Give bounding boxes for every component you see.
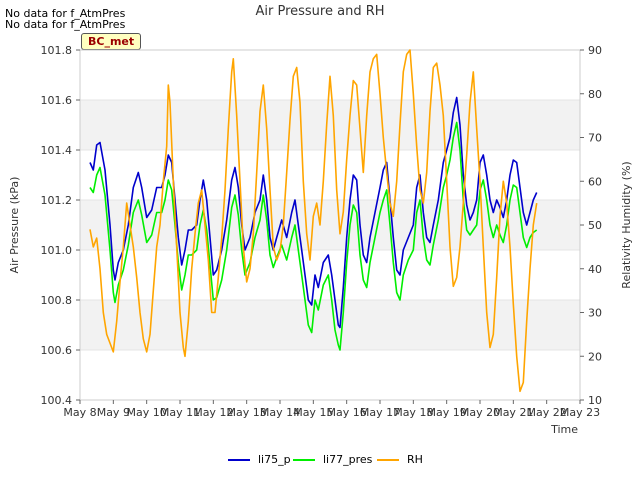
legend: li75_p bbox=[228, 453, 291, 466]
series-line-rh bbox=[89, 49, 538, 393]
grid-band bbox=[80, 300, 580, 350]
grid-band bbox=[80, 100, 580, 150]
y2-tick-label: 50 bbox=[588, 219, 602, 232]
x-tick-label: May 20 bbox=[460, 406, 500, 419]
x-tick-label: May 15 bbox=[293, 406, 333, 419]
y2-tick-label: 60 bbox=[588, 175, 602, 188]
x-tick-label: May 21 bbox=[493, 406, 533, 419]
chart-title: Air Pressure and RH bbox=[255, 4, 384, 19]
x-tick-label: May 9 bbox=[97, 406, 130, 419]
y2-axis-label: Relativity Humidity (%) bbox=[620, 161, 633, 288]
x-tick-label: May 14 bbox=[260, 406, 300, 419]
legend-swatch-li77-pres bbox=[293, 458, 315, 461]
legend-swatch-li75-p bbox=[228, 458, 250, 461]
x-tick-label: May 22 bbox=[527, 406, 567, 419]
y2-tick-label: 90 bbox=[588, 44, 602, 57]
legend-label-li75-p: li75_p bbox=[258, 453, 291, 466]
legend-swatch-rh bbox=[377, 458, 399, 461]
legend-label-rh: RH bbox=[407, 453, 423, 466]
y-tick-label: 100.8 bbox=[41, 294, 73, 307]
y-tick-label: 101.6 bbox=[41, 94, 73, 107]
x-tick-label: May 11 bbox=[160, 406, 200, 419]
y-tick-label: 100.4 bbox=[41, 394, 73, 407]
legend-item-li77: li77_pres bbox=[293, 453, 372, 466]
x-tick-label: May 12 bbox=[193, 406, 233, 419]
y-tick-label: 101.8 bbox=[41, 44, 73, 57]
y2-tick-label: 70 bbox=[588, 132, 602, 145]
x-tick-label: May 17 bbox=[360, 406, 400, 419]
x-tick-label: May 18 bbox=[393, 406, 433, 419]
y2-tick-label: 20 bbox=[588, 350, 602, 363]
x-tick-label: May 16 bbox=[327, 406, 367, 419]
site-badge: BC_met bbox=[81, 33, 142, 50]
y-tick-label: 100.6 bbox=[41, 344, 73, 357]
no-data-note-2: No data for f_AtmPres bbox=[5, 18, 126, 31]
no-data-note-1: No data for f_AtmPres bbox=[5, 7, 126, 20]
y-tick-label: 101.4 bbox=[41, 144, 73, 157]
x-tick-label: May 19 bbox=[427, 406, 467, 419]
y-tick-label: 101.2 bbox=[41, 194, 73, 207]
y2-tick-label: 80 bbox=[588, 88, 602, 101]
y-tick-label: 101.0 bbox=[41, 244, 73, 257]
y2-tick-label: 30 bbox=[588, 307, 602, 320]
x-axis-label: Time bbox=[550, 423, 578, 436]
legend-item-rh: RH bbox=[377, 453, 423, 466]
x-tick-label: May 8 bbox=[63, 406, 96, 419]
y2-tick-label: 40 bbox=[588, 263, 602, 276]
x-tick-label: May 23 bbox=[560, 406, 600, 419]
y-axis-label: Air Pressure (kPa) bbox=[8, 177, 21, 274]
y2-tick-label: 10 bbox=[588, 394, 602, 407]
legend-label-li77-pres: li77_pres bbox=[323, 453, 373, 466]
x-tick-label: May 13 bbox=[227, 406, 267, 419]
series-line-li77-pres bbox=[89, 121, 538, 351]
x-tick-label: May 10 bbox=[127, 406, 167, 419]
